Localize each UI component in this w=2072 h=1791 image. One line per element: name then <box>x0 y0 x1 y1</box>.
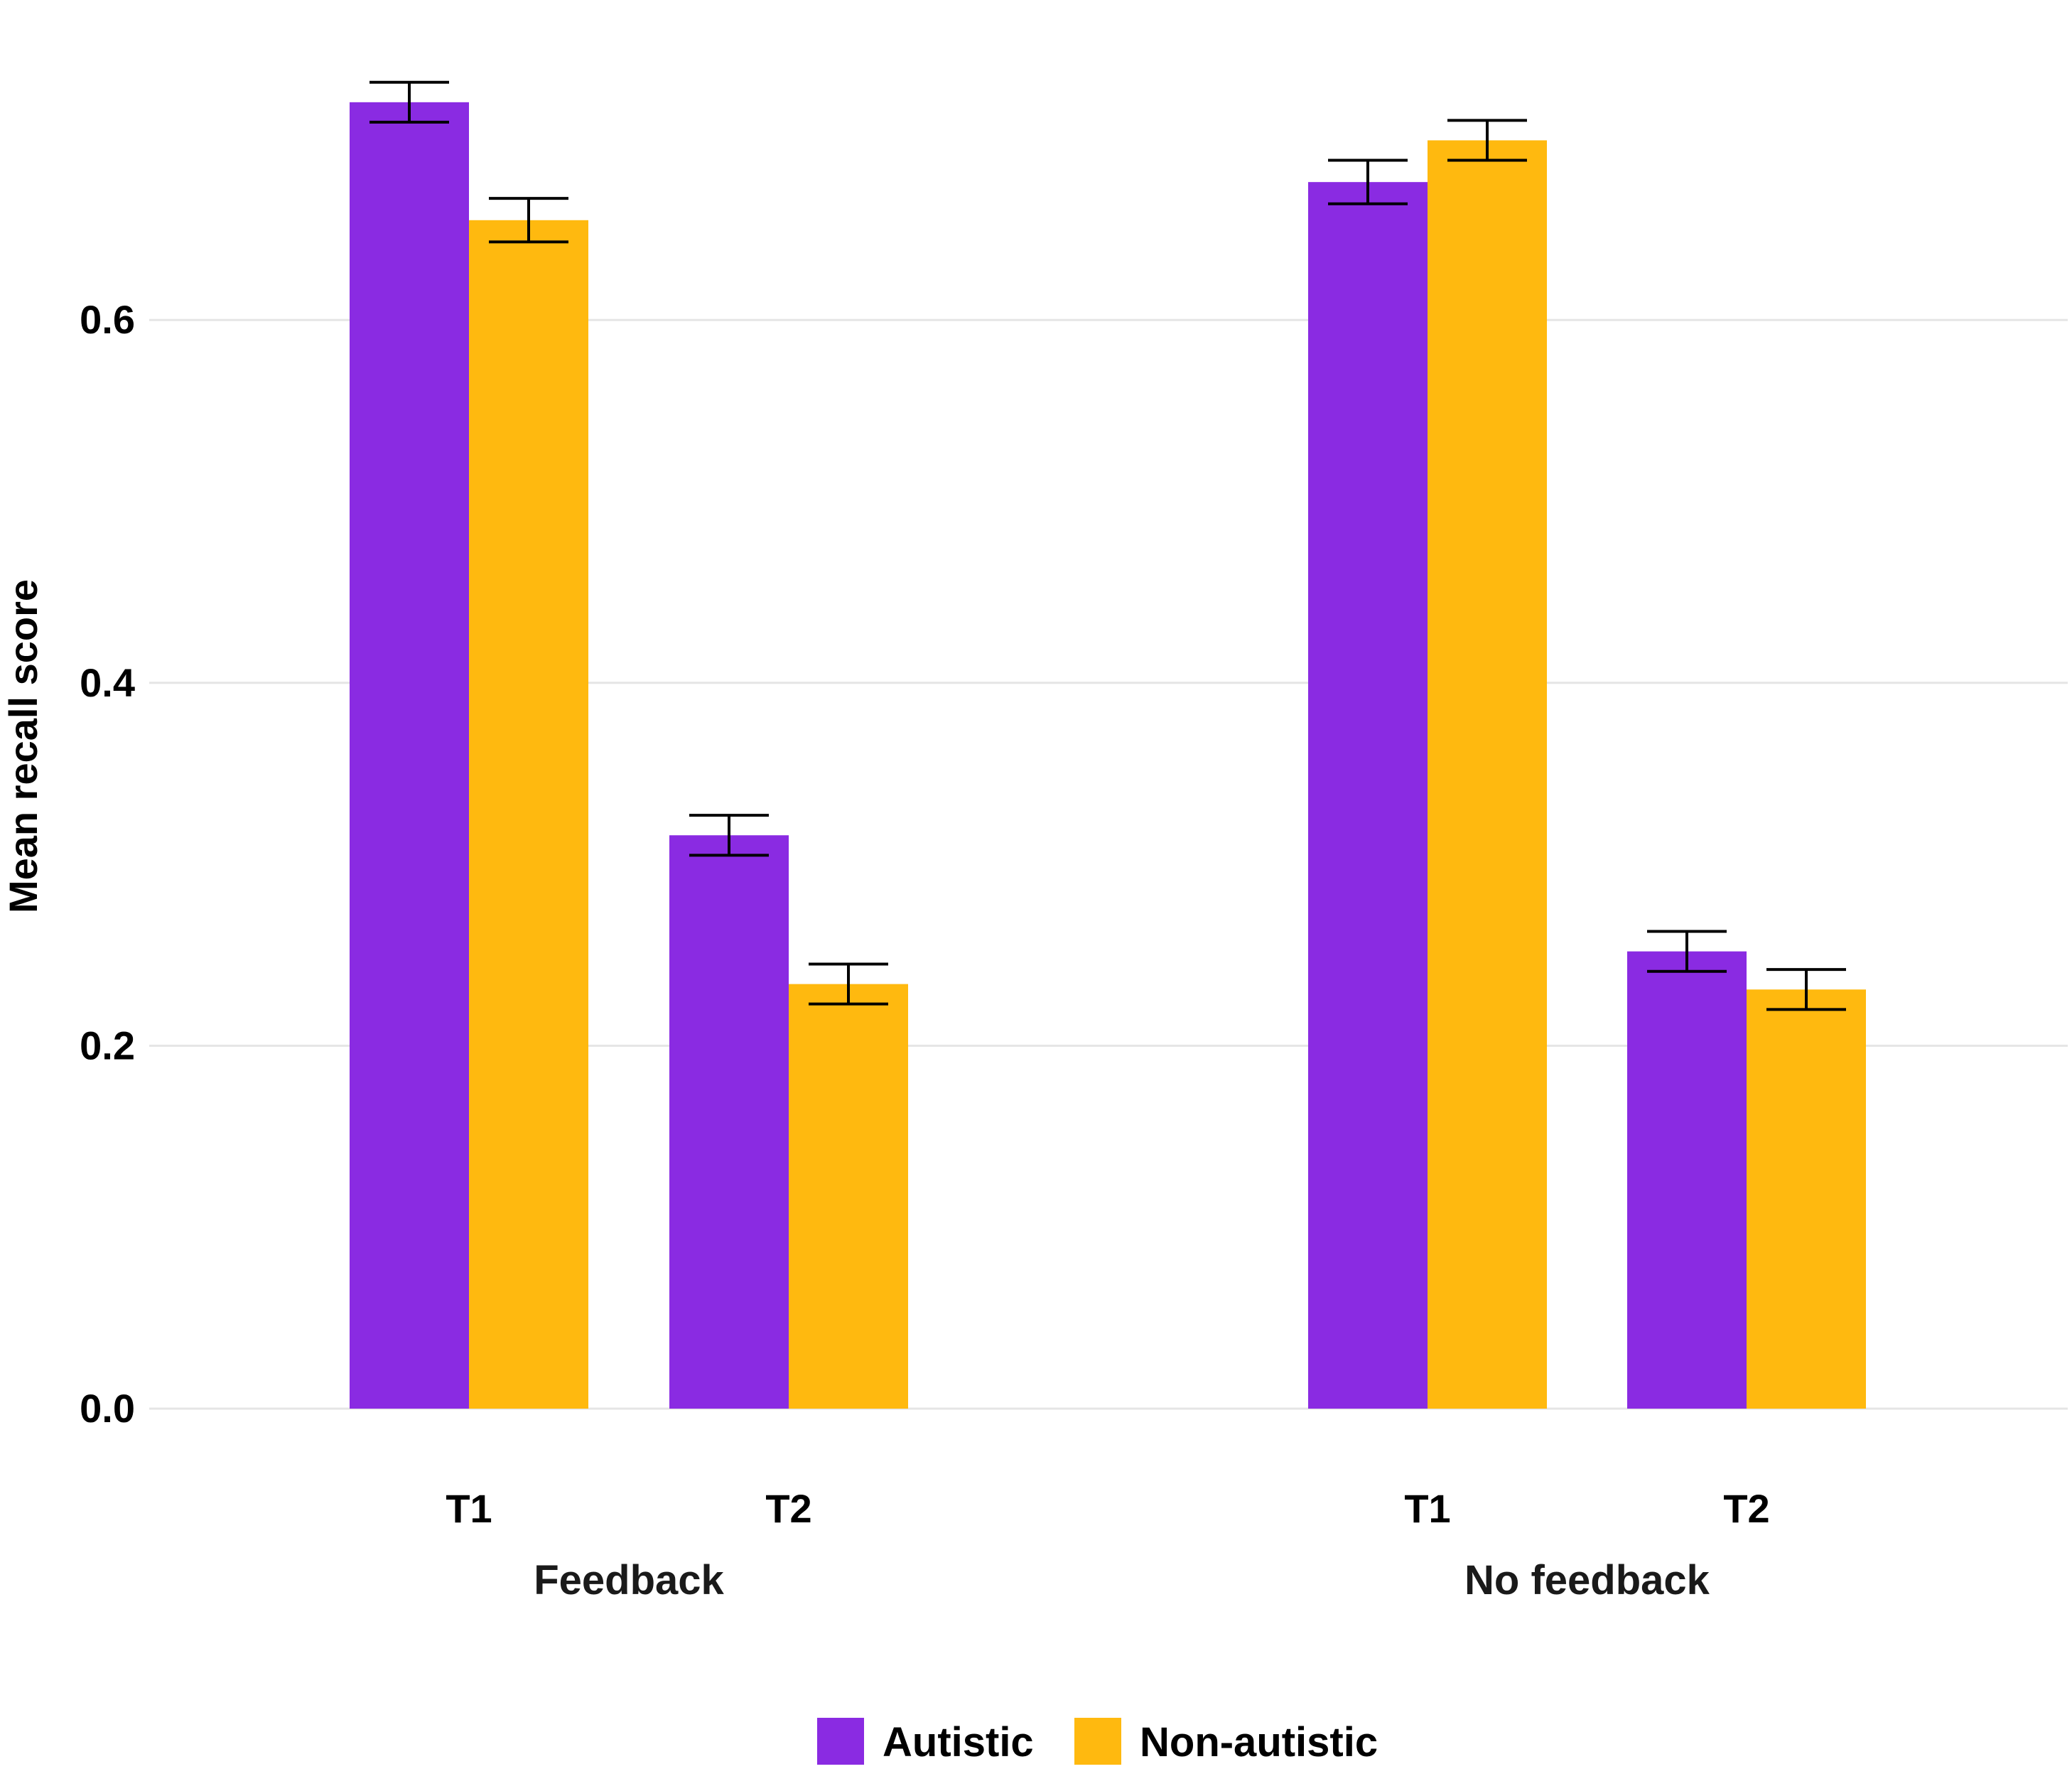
y-axis-title: Mean recall score <box>1 579 45 913</box>
legend-label: Autistic <box>883 1719 1034 1765</box>
group-label: No feedback <box>1464 1557 1710 1603</box>
bar-non-autistic <box>469 220 588 1409</box>
x-tick-label: T1 <box>446 1486 492 1531</box>
bar-non-autistic <box>789 984 908 1409</box>
error-bar <box>689 814 769 857</box>
x-tick-label: T2 <box>765 1486 811 1531</box>
error-bar <box>1647 930 1727 973</box>
bar-non-autistic <box>1747 989 1866 1409</box>
y-axis-ticks: 0.0 0.2 0.4 0.6 <box>80 297 135 1431</box>
error-bar <box>1328 158 1408 205</box>
y-tick-label: 0.2 <box>80 1023 135 1067</box>
group-label: Feedback <box>534 1557 724 1603</box>
error-bar <box>1766 968 1846 1011</box>
y-tick-label: 0.6 <box>80 297 135 342</box>
y-tick-label: 0.4 <box>80 660 135 705</box>
x-axis-labels: T1 T2 Feedback T1 T2 No feedback <box>446 1486 1769 1603</box>
legend-item: Non-autistic <box>1074 1718 1378 1765</box>
y-tick-label: 0.0 <box>80 1386 135 1431</box>
legend: Autistic Non-autistic <box>817 1718 1378 1765</box>
error-bars <box>369 80 1846 1011</box>
legend-swatch <box>1074 1718 1121 1765</box>
bar-autistic <box>1627 951 1747 1409</box>
bar-autistic <box>350 102 469 1409</box>
error-bar <box>369 80 449 124</box>
x-tick-label: T1 <box>1404 1486 1450 1531</box>
legend-item: Autistic <box>817 1718 1034 1765</box>
legend-swatch <box>817 1718 864 1765</box>
error-bar <box>1447 119 1527 162</box>
bar-non-autistic <box>1428 140 1547 1409</box>
legend-label: Non-autistic <box>1140 1719 1378 1765</box>
x-tick-label: T2 <box>1723 1486 1769 1531</box>
error-bar <box>809 962 888 1006</box>
bar-autistic <box>1308 182 1428 1409</box>
error-bar <box>489 197 568 244</box>
bar-autistic <box>669 835 789 1409</box>
bars <box>350 102 1866 1409</box>
